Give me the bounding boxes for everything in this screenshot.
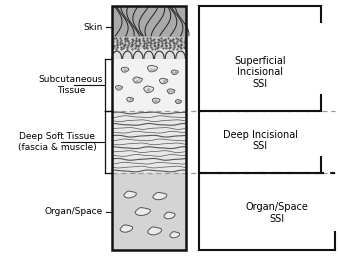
Text: Skin: Skin xyxy=(84,23,103,31)
Bar xyxy=(112,173,186,250)
Polygon shape xyxy=(147,65,158,72)
Bar xyxy=(112,49,186,59)
Text: Deep Soft Tissue
(fascia & muscle): Deep Soft Tissue (fascia & muscle) xyxy=(18,132,97,152)
Bar xyxy=(112,37,186,49)
Polygon shape xyxy=(144,86,154,93)
Polygon shape xyxy=(152,98,160,103)
Polygon shape xyxy=(167,89,175,94)
Polygon shape xyxy=(159,78,168,84)
Bar xyxy=(112,111,186,173)
Bar xyxy=(112,59,186,111)
Bar xyxy=(112,6,186,250)
Polygon shape xyxy=(175,100,182,104)
Text: Organ/Space: Organ/Space xyxy=(45,207,103,216)
Polygon shape xyxy=(170,232,179,238)
Polygon shape xyxy=(120,225,133,232)
Text: Deep Incisional
SSI: Deep Incisional SSI xyxy=(223,130,298,151)
Polygon shape xyxy=(148,227,162,235)
Polygon shape xyxy=(127,97,134,102)
Text: Superficial
Incisional
SSI: Superficial Incisional SSI xyxy=(235,56,286,89)
Polygon shape xyxy=(135,208,150,215)
Text: Organ/Space
SSI: Organ/Space SSI xyxy=(246,202,309,224)
Polygon shape xyxy=(116,85,122,90)
Polygon shape xyxy=(164,212,175,219)
Text: Subcutaneous
Tissue: Subcutaneous Tissue xyxy=(39,75,103,95)
Polygon shape xyxy=(121,67,129,72)
Polygon shape xyxy=(153,192,167,200)
Polygon shape xyxy=(133,77,142,83)
Polygon shape xyxy=(124,191,137,198)
Polygon shape xyxy=(171,70,178,75)
Bar xyxy=(112,6,186,37)
